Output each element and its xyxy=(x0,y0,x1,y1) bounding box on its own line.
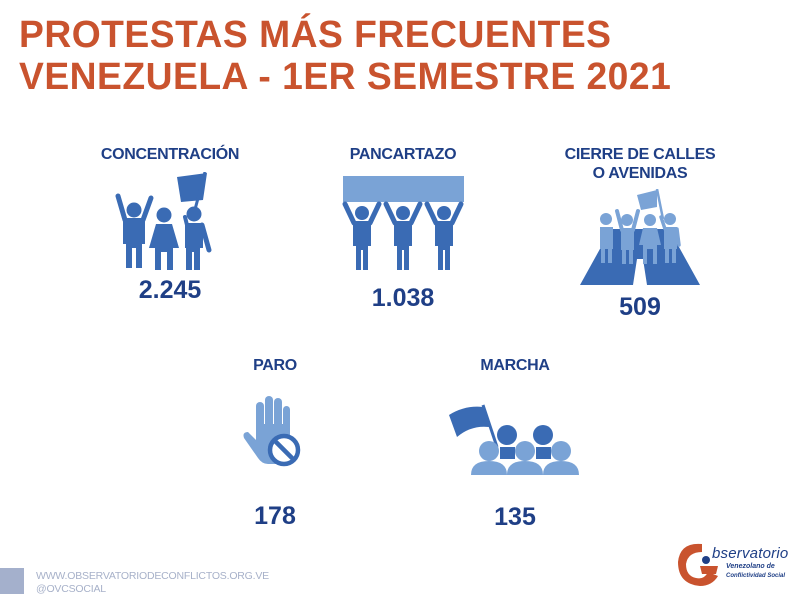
protest-label-line-2: O AVENIDAS xyxy=(592,165,688,182)
logo-text-sub2: Conflictividad Social xyxy=(726,573,786,579)
protest-value: 509 xyxy=(619,293,661,321)
protest-label-line-1: CIERRE DE CALLES xyxy=(564,146,716,163)
page-title: PROTESTAS MÁS FRECUENTES VENEZUELA - 1ER… xyxy=(19,14,671,98)
protest-card-pancartazo: PANCARTAZO 1.038 xyxy=(303,145,503,312)
social-handle[interactable]: @OVCSOCIAL xyxy=(36,583,106,595)
march-crowd-icon xyxy=(449,404,579,475)
stop-hand-icon xyxy=(243,396,301,467)
people-banner-icon xyxy=(342,176,464,270)
protest-label: PARO xyxy=(253,357,297,374)
people-flag-icon xyxy=(115,172,212,270)
protest-value: 1.038 xyxy=(371,284,435,312)
observatorio-logo: bservatorio Venezolano de Conflictividad… xyxy=(672,540,789,590)
logo-text-sub1: Venezolano de xyxy=(726,563,775,570)
logo-text-main: bservatorio xyxy=(712,545,789,562)
protest-label: CIERRE DE CALLES O AVENIDAS xyxy=(540,145,740,183)
protest-value: 178 xyxy=(254,502,296,530)
protest-label: MARCHA xyxy=(480,357,550,374)
protest-value: 2.245 xyxy=(138,276,202,304)
protest-card-concentracion: CONCENTRACIÓN 2.245 xyxy=(70,145,270,304)
website-link[interactable]: WWW.OBSERVATORIODECONFLICTOS.ORG.VE xyxy=(36,570,269,582)
protest-value: 135 xyxy=(494,503,536,531)
protest-label: PANCARTAZO xyxy=(349,146,457,163)
footer-credits: WWW.OBSERVATORIODECONFLICTOS.ORG.VE @OVC… xyxy=(36,570,269,596)
road-blockade-icon xyxy=(580,189,700,285)
protest-card-paro: PARO 178 xyxy=(195,356,355,530)
footer-square-decoration xyxy=(0,568,24,594)
logo-swirl-icon xyxy=(678,543,718,586)
protest-card-marcha: MARCHA 135 xyxy=(415,356,615,531)
title-line-1: PROTESTAS MÁS FRECUENTES xyxy=(19,14,612,56)
title-line-2: VENEZUELA - 1ER SEMESTRE 2021 xyxy=(19,56,672,98)
protest-card-cierre-calles: CIERRE DE CALLES O AVENIDAS 50 xyxy=(540,145,740,321)
protest-label: CONCENTRACIÓN xyxy=(100,146,240,163)
